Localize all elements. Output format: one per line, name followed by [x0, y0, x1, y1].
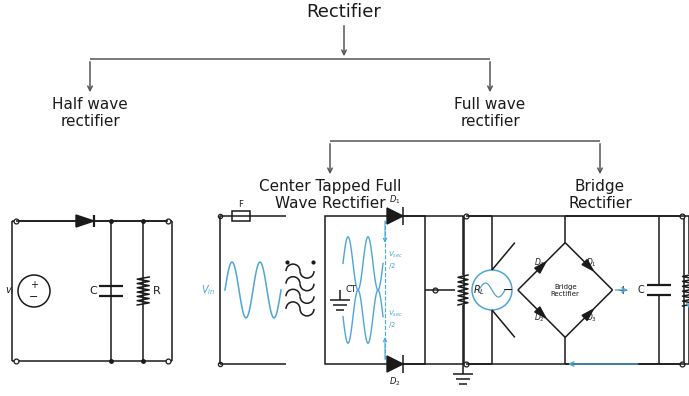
Text: $D_1$: $D_1$ — [586, 256, 597, 269]
Text: F: F — [238, 200, 243, 209]
Text: Center Tapped Full
Wave Rectifier: Center Tapped Full Wave Rectifier — [259, 179, 401, 211]
Text: $v_i$: $v_i$ — [6, 285, 15, 297]
Polygon shape — [582, 259, 593, 270]
Polygon shape — [387, 208, 403, 224]
Polygon shape — [535, 262, 546, 273]
Text: −: − — [502, 284, 513, 297]
Text: Full wave
rectifier: Full wave rectifier — [454, 97, 526, 129]
Text: C: C — [90, 286, 97, 296]
Text: $D_1$: $D_1$ — [389, 194, 401, 206]
Text: C: C — [638, 285, 645, 295]
Bar — [325, 216, 425, 364]
Text: $V_{sec}$
$/2$: $V_{sec}$ $/2$ — [388, 309, 403, 330]
Text: $D_2$: $D_2$ — [389, 376, 401, 388]
Text: $V_{in}$: $V_{in}$ — [200, 283, 215, 297]
Text: Bridge
Rectifier: Bridge Rectifier — [551, 284, 579, 297]
Text: Rectifier: Rectifier — [307, 3, 382, 21]
Text: R: R — [153, 286, 161, 296]
Text: $D_3$: $D_3$ — [586, 311, 597, 324]
Polygon shape — [76, 215, 94, 227]
Bar — [464, 216, 684, 364]
Text: −: − — [30, 292, 39, 302]
Text: $D_4$: $D_4$ — [534, 256, 544, 269]
Polygon shape — [535, 307, 546, 318]
Text: Half wave
rectifier: Half wave rectifier — [52, 97, 128, 129]
Text: +: + — [617, 284, 628, 297]
Text: Bridge
Rectifier: Bridge Rectifier — [568, 179, 632, 211]
Text: $R_L$: $R_L$ — [473, 283, 485, 297]
Text: $D_2$: $D_2$ — [534, 311, 544, 324]
Bar — [232, 211, 250, 221]
Text: $V_{sec}$
$/2$: $V_{sec}$ $/2$ — [388, 249, 403, 271]
Polygon shape — [387, 356, 403, 372]
Text: CT: CT — [345, 286, 356, 295]
Text: +: + — [30, 280, 38, 290]
Polygon shape — [582, 309, 593, 320]
